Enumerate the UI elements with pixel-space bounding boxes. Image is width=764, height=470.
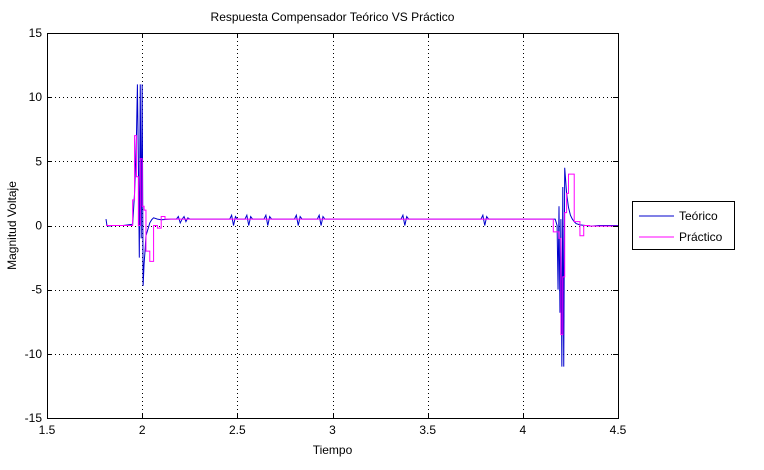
tick-labels: 1.5 2 2.5 3 3.5 4 4.5 -15 -10 -5 0 5 10 15 (25, 26, 627, 437)
series-layer (105, 84, 618, 367)
y-tick-label: 0 (35, 219, 42, 233)
y-tick-label: -15 (25, 411, 43, 425)
x-axis-label: Tiempo (313, 443, 353, 457)
x-tick-label: 4 (519, 423, 526, 437)
axis-ticks (47, 33, 619, 419)
x-tick-label: 2 (139, 423, 146, 437)
x-tick-label: 1.5 (39, 423, 56, 437)
x-tick-label: 3 (329, 423, 336, 437)
legend-label: Práctico (679, 230, 723, 244)
series-line-teorico (105, 84, 618, 367)
y-tick-label: -10 (25, 347, 43, 361)
y-tick-label: -5 (31, 283, 42, 297)
y-axis-label: Magnitud Voltaje (5, 181, 19, 270)
x-tick-label: 4.5 (610, 423, 627, 437)
series-line-practico (106, 135, 618, 336)
x-tick-label: 2.5 (229, 423, 246, 437)
legend-box (632, 201, 735, 250)
y-tick-label: 5 (35, 154, 42, 168)
y-tick-label: 15 (29, 26, 43, 40)
x-tick-label: 3.5 (419, 423, 436, 437)
legend-label: Teórico (679, 209, 718, 223)
chart-title: Respuesta Compensador Teórico VS Práctic… (211, 10, 455, 24)
y-tick-label: 10 (29, 90, 43, 104)
legend: Teórico Práctico (632, 201, 735, 250)
